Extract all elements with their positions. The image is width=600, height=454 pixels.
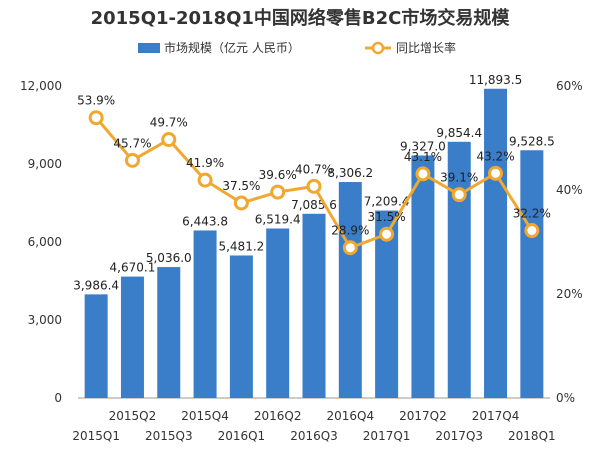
growth-point bbox=[197, 172, 213, 188]
y-left-tick-label: 9,000 bbox=[28, 157, 62, 171]
bar bbox=[520, 150, 544, 398]
chart-title: 2015Q1-2018Q1中国网络零售B2C市场交易规模 bbox=[91, 7, 511, 29]
bar bbox=[375, 210, 399, 398]
bar-value-label: 9,327.0 bbox=[400, 139, 446, 153]
bar-value-label: 7,085.6 bbox=[291, 198, 337, 212]
bar-value-label: 11,893.5 bbox=[469, 73, 522, 87]
bar bbox=[120, 276, 144, 398]
growth-value-label: 32.2% bbox=[513, 207, 551, 221]
x-tick-label: 2016Q3 bbox=[290, 429, 338, 443]
growth-point bbox=[88, 110, 104, 126]
growth-point bbox=[124, 152, 140, 168]
legend-bar-swatch bbox=[138, 43, 160, 53]
growth-point bbox=[379, 226, 395, 242]
growth-value-label: 45.7% bbox=[113, 136, 151, 150]
legend-line-marker bbox=[371, 41, 385, 55]
growth-point bbox=[524, 223, 540, 239]
growth-value-label: 41.9% bbox=[186, 156, 224, 170]
growth-value-label: 53.9% bbox=[77, 94, 115, 108]
y-right-tick-label: 60% bbox=[556, 79, 583, 93]
x-tick-label: 2017Q2 bbox=[399, 409, 447, 423]
bar-value-label: 9,528.5 bbox=[509, 134, 555, 148]
bar-value-label: 5,036.0 bbox=[146, 251, 192, 265]
growth-point bbox=[451, 187, 467, 203]
bar-value-label: 6,443.8 bbox=[182, 214, 228, 228]
bar-value-label: 5,481.2 bbox=[218, 239, 264, 253]
y-right-tick-label: 40% bbox=[556, 183, 583, 197]
growth-value-label: 49.7% bbox=[150, 116, 188, 130]
x-tick-label: 2017Q4 bbox=[472, 409, 520, 423]
growth-value-label: 43.1% bbox=[404, 150, 442, 164]
y-left-tick-label: 6,000 bbox=[28, 235, 62, 249]
bar-value-label: 4,670.1 bbox=[110, 261, 156, 275]
growth-point bbox=[270, 184, 286, 200]
bar bbox=[302, 213, 326, 398]
bar-series bbox=[84, 88, 544, 399]
x-tick-label: 2016Q2 bbox=[254, 409, 302, 423]
growth-point bbox=[342, 240, 358, 256]
chart-legend: 市场规模（亿元 人民币） 同比增长率 bbox=[138, 40, 456, 55]
y-right-tick-label: 20% bbox=[556, 287, 583, 301]
x-tick-label: 2017Q1 bbox=[363, 429, 411, 443]
y-axis-right: 0% 20% 40% 60% bbox=[556, 79, 583, 405]
x-tick-label: 2018Q1 bbox=[508, 429, 556, 443]
x-tick-label: 2015Q2 bbox=[109, 409, 157, 423]
growth-value-labels: 53.9% 45.7% 49.7% 41.9% 37.5%39.6%40.7% 28.9%… bbox=[77, 94, 551, 238]
x-tick-label: 2017Q3 bbox=[435, 429, 483, 443]
bar bbox=[157, 267, 181, 398]
bar bbox=[266, 228, 290, 398]
bar bbox=[447, 141, 471, 399]
growth-value-label: 39.1% bbox=[440, 171, 478, 185]
growth-value-label: 37.5% bbox=[222, 179, 260, 193]
growth-value-label: 28.9% bbox=[331, 224, 369, 238]
growth-point bbox=[488, 165, 504, 181]
y-axis-left: 0 3,000 6,000 9,000 12,000 bbox=[20, 79, 62, 405]
x-tick-label: 2016Q4 bbox=[326, 409, 374, 423]
bar bbox=[411, 155, 435, 398]
growth-point bbox=[233, 195, 249, 211]
growth-point bbox=[161, 132, 177, 148]
bar bbox=[229, 255, 253, 398]
growth-value-label: 39.6% bbox=[259, 168, 297, 182]
bar bbox=[84, 294, 108, 398]
growth-value-label: 43.2% bbox=[476, 149, 514, 163]
legend-line-label: 同比增长率 bbox=[396, 40, 456, 55]
x-tick-label: 2016Q1 bbox=[218, 429, 266, 443]
growth-line-series bbox=[88, 110, 540, 256]
growth-value-label: 31.5% bbox=[368, 210, 406, 224]
bar bbox=[484, 88, 508, 399]
growth-value-label: 40.7% bbox=[295, 162, 333, 176]
legend-bar-label: 市场规模（亿元 人民币） bbox=[164, 40, 300, 55]
x-tick-label: 2015Q4 bbox=[181, 409, 229, 423]
growth-point bbox=[306, 178, 322, 194]
x-tick-label: 2015Q1 bbox=[72, 429, 120, 443]
bar-value-label: 7,209.4 bbox=[364, 195, 410, 209]
y-left-tick-label: 0 bbox=[54, 391, 62, 405]
bar bbox=[338, 182, 362, 398]
bar-value-label: 3,986.4 bbox=[73, 278, 119, 292]
x-axis-tick-labels: 2015Q1 2015Q2 2015Q3 2015Q4 2016Q1 2016Q2 2016… bbox=[72, 409, 555, 443]
bar-value-label: 6,519.4 bbox=[255, 212, 301, 226]
y-left-tick-label: 12,000 bbox=[20, 79, 62, 93]
bar-value-label: 9,854.4 bbox=[436, 126, 482, 140]
growth-point bbox=[415, 166, 431, 182]
x-tick-label: 2015Q3 bbox=[145, 429, 193, 443]
y-left-tick-label: 3,000 bbox=[28, 313, 62, 327]
bar-value-labels: 3,986.4 4,670.15,036.0 6,443.8 5,481.2 6,519… bbox=[73, 73, 555, 293]
bar-value-label: 8,306.2 bbox=[327, 166, 373, 180]
y-right-tick-label: 0% bbox=[556, 391, 575, 405]
bar bbox=[193, 230, 217, 398]
